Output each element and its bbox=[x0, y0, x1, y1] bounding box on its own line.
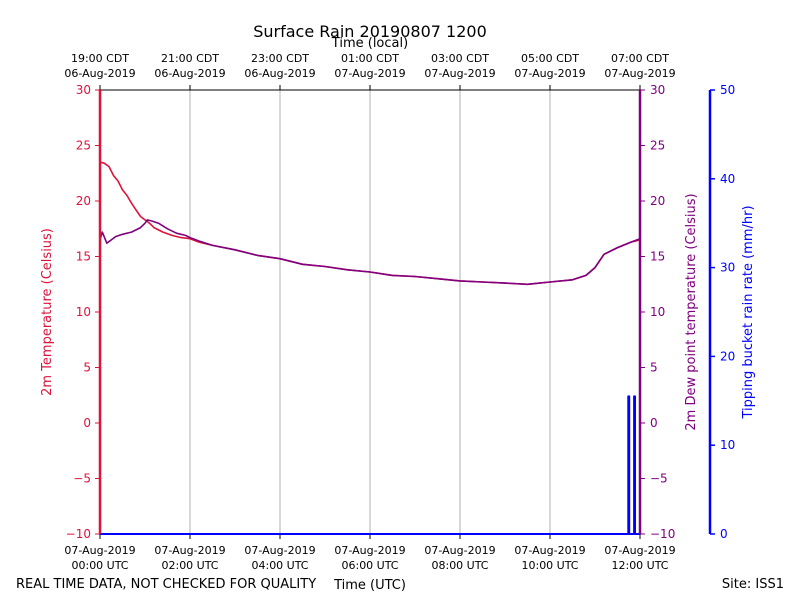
x-tick-date: 07-Aug-2019 bbox=[154, 544, 225, 557]
top-tick-date: 06-Aug-2019 bbox=[244, 67, 315, 80]
rain-tick-label: 20 bbox=[720, 349, 735, 363]
left-tick-label: 5 bbox=[83, 361, 91, 375]
x-tick-time: 10:00 UTC bbox=[521, 559, 578, 572]
x-tick-time: 04:00 UTC bbox=[251, 559, 308, 572]
x-tick-date: 07-Aug-2019 bbox=[64, 544, 135, 557]
bottom-utc-axis: 07-Aug-2019 00:00 UTC 07-Aug-2019 02:00 UTC… bbox=[64, 534, 676, 572]
top-tick-date: 07-Aug-2019 bbox=[604, 67, 675, 80]
left-tick-label: 10 bbox=[76, 305, 91, 319]
chart-title: Surface Rain 20190807 1200 bbox=[253, 22, 487, 41]
top-tick-time: 01:00 CDT bbox=[341, 52, 399, 65]
rain-axis-label: Tipping bucket rain rate (mm/hr) bbox=[741, 205, 756, 419]
x-tick-date: 07-Aug-2019 bbox=[334, 544, 405, 557]
grid-lines bbox=[189, 90, 551, 534]
left-axis-label: 2m Temperature (Celsius) bbox=[40, 228, 55, 396]
top-tick-time: 05:00 CDT bbox=[521, 52, 579, 65]
x-tick-time: 06:00 UTC bbox=[341, 559, 398, 572]
left-tick-label: 25 bbox=[76, 139, 91, 153]
left-tick-label: 0 bbox=[83, 416, 91, 430]
left-tick-label: −5 bbox=[73, 472, 91, 486]
top-local-axis: 19:00 CDT 06-Aug-2019 21:00 CDT 06-Aug-2019… bbox=[64, 52, 676, 90]
left-tick-label: −10 bbox=[66, 527, 91, 541]
x-tick-time: 12:00 UTC bbox=[611, 559, 668, 572]
top-tick-date: 06-Aug-2019 bbox=[154, 67, 225, 80]
x-axis-label: Time (UTC) bbox=[333, 578, 406, 593]
top-tick-time: 03:00 CDT bbox=[431, 52, 489, 65]
left-tick-label: 20 bbox=[76, 194, 91, 208]
right-tick-label: −10 bbox=[650, 527, 675, 541]
top-tick-time: 07:00 CDT bbox=[611, 52, 669, 65]
rain-tick-label: 10 bbox=[720, 438, 735, 452]
x-tick-date: 07-Aug-2019 bbox=[424, 544, 495, 557]
rain-tick-label: 40 bbox=[720, 172, 735, 186]
top-tick-date: 07-Aug-2019 bbox=[334, 67, 405, 80]
x-tick-date: 07-Aug-2019 bbox=[244, 544, 315, 557]
top-tick-date: 07-Aug-2019 bbox=[424, 67, 495, 80]
top-tick-date: 07-Aug-2019 bbox=[514, 67, 585, 80]
x-tick-date: 07-Aug-2019 bbox=[604, 544, 675, 557]
left-tick-label: 15 bbox=[76, 250, 91, 264]
rain-tick-label: 0 bbox=[720, 527, 728, 541]
top-tick-time: 23:00 CDT bbox=[251, 52, 309, 65]
left-temperature-axis: 30 25 20 15 10 5 0 −5 −10 bbox=[66, 83, 100, 541]
rain-tick-label: 50 bbox=[720, 83, 735, 97]
right-tick-label: 5 bbox=[650, 361, 658, 375]
right-tick-label: −5 bbox=[650, 472, 668, 486]
site-label: Site: ISS1 bbox=[722, 577, 784, 592]
quality-notice: REAL TIME DATA, NOT CHECKED FOR QUALITY bbox=[16, 577, 316, 592]
top-tick-time: 19:00 CDT bbox=[71, 52, 129, 65]
x-tick-date: 07-Aug-2019 bbox=[514, 544, 585, 557]
right-tick-label: 20 bbox=[650, 194, 665, 208]
right-tick-label: 0 bbox=[650, 416, 658, 430]
x-tick-time: 08:00 UTC bbox=[431, 559, 488, 572]
series-line-tipping-bucket-rain-rate bbox=[100, 395, 640, 535]
top-axis-label: Time (local) bbox=[331, 36, 408, 51]
series-layer bbox=[99, 161, 641, 535]
top-tick-time: 21:00 CDT bbox=[161, 52, 219, 65]
right-tick-label: 25 bbox=[650, 139, 665, 153]
right-dewpoint-axis: 30 25 20 15 10 5 0 −5 −10 bbox=[640, 83, 675, 541]
rain-tick-label: 30 bbox=[720, 261, 735, 275]
series-line-2m-dew-point-temperature bbox=[99, 219, 641, 286]
x-tick-time: 02:00 UTC bbox=[161, 559, 218, 572]
right-tick-label: 30 bbox=[650, 83, 665, 97]
right-rain-rate-axis: 50 40 30 20 10 0 bbox=[708, 83, 735, 541]
x-tick-time: 00:00 UTC bbox=[71, 559, 128, 572]
right-tick-label: 15 bbox=[650, 250, 665, 264]
right-axis-label: 2m Dew point temperature (Celsius) bbox=[684, 193, 699, 430]
top-tick-date: 06-Aug-2019 bbox=[64, 67, 135, 80]
left-tick-label: 30 bbox=[76, 83, 91, 97]
right-tick-label: 10 bbox=[650, 305, 665, 319]
